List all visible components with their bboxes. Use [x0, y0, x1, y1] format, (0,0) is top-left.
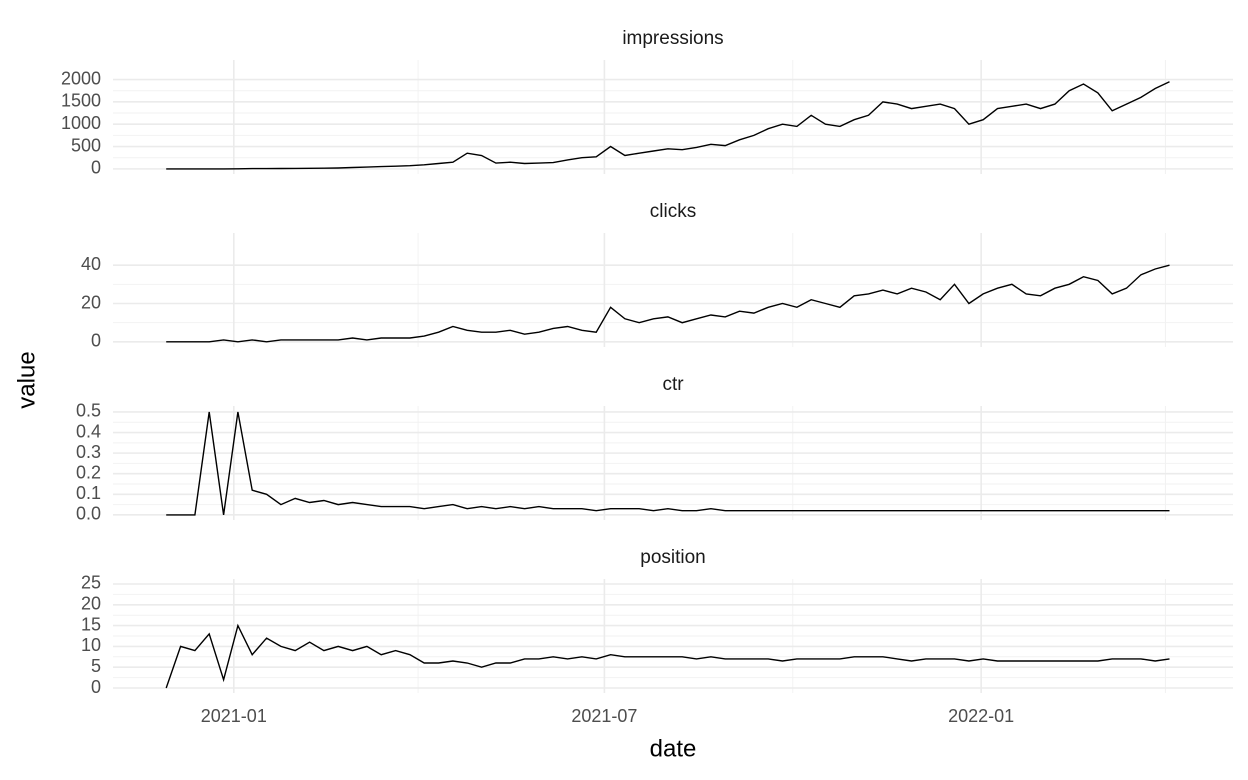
- x-tick-label: 2021-01: [201, 706, 267, 726]
- y-tick-label: 0.2: [76, 462, 101, 482]
- y-tick-label: 0: [91, 158, 101, 178]
- y-tick-label: 5: [91, 656, 101, 676]
- y-tick-label: 0: [91, 677, 101, 697]
- y-tick-label: 0.5: [76, 401, 101, 421]
- y-tick-label: 0.3: [76, 442, 101, 462]
- y-tick-label: 500: [71, 135, 101, 155]
- data-line: [166, 411, 1170, 516]
- facet-title: impressions: [622, 28, 723, 49]
- y-tick-label: 2000: [61, 68, 101, 88]
- y-tick-label: 20: [81, 594, 101, 614]
- facet-title: ctr: [662, 374, 684, 395]
- y-tick-label: 20: [81, 292, 101, 312]
- facet-title: position: [640, 547, 706, 568]
- y-tick-label: 0: [91, 331, 101, 351]
- y-tick-label: 10: [81, 635, 101, 655]
- y-tick-label: 0.0: [76, 504, 101, 524]
- y-tick-label: 15: [81, 614, 101, 634]
- y-tick-label: 0.1: [76, 483, 101, 503]
- y-tick-label: 0.4: [76, 421, 101, 441]
- y-tick-label: 40: [81, 254, 101, 274]
- data-line: [166, 81, 1170, 170]
- y-tick-label: 25: [81, 573, 101, 593]
- y-tick-label: 1500: [61, 91, 101, 111]
- x-axis-title: date: [650, 735, 697, 762]
- data-line: [166, 264, 1170, 343]
- x-tick-label: 2022-01: [948, 706, 1014, 726]
- x-tick-label: 2021-07: [571, 706, 637, 726]
- data-line: [165, 623, 1170, 689]
- facet-title: clicks: [650, 201, 696, 222]
- y-axis-title: value: [13, 351, 40, 408]
- y-tick-label: 1000: [61, 113, 101, 133]
